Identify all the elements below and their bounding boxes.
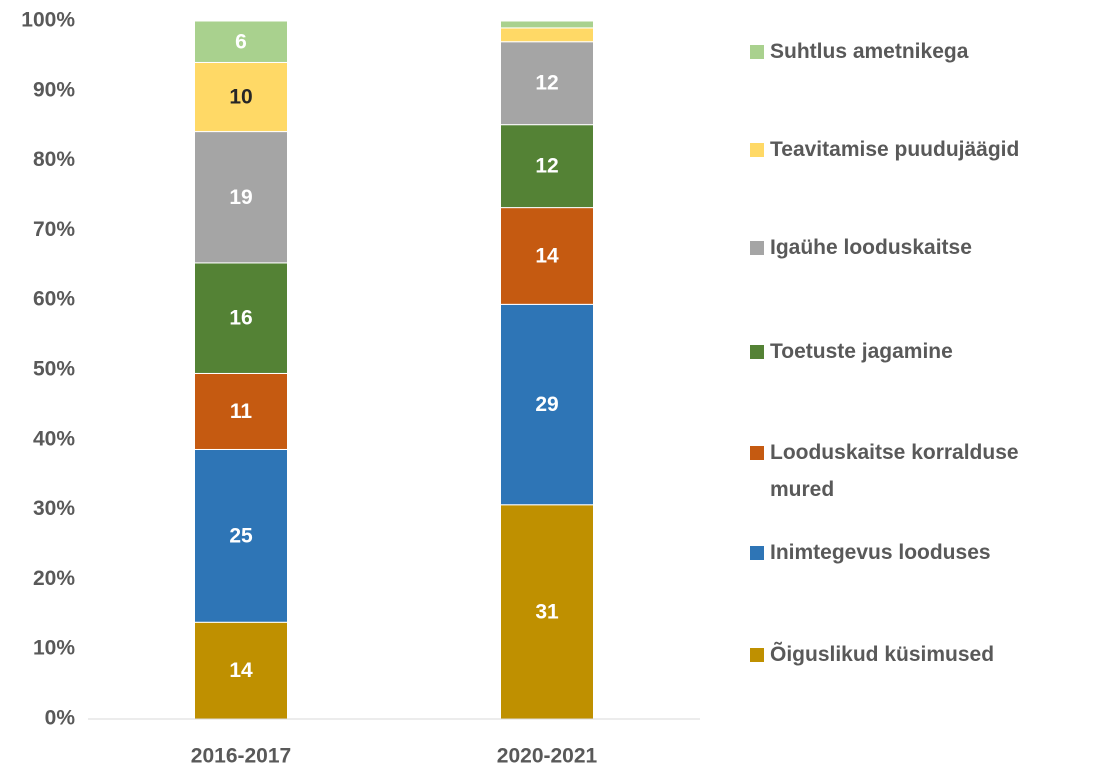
data-label: 14 <box>229 659 253 682</box>
y-tick-label: 20% <box>33 567 75 590</box>
bar-segment <box>194 61 288 133</box>
y-tick-label: 50% <box>33 358 75 381</box>
legend-swatch <box>750 446 764 460</box>
bar-segment <box>194 20 288 63</box>
legend-label: Teavitamise puudujäägid <box>770 138 1019 161</box>
bar-segment <box>500 124 594 209</box>
y-tick-label: 60% <box>33 288 75 311</box>
y-tick-label: 70% <box>33 218 75 241</box>
data-label: 12 <box>535 155 558 178</box>
legend-swatch <box>750 648 764 662</box>
legend-swatch <box>750 241 764 255</box>
data-label: 10 <box>229 86 252 109</box>
y-tick-label: 0% <box>45 707 76 730</box>
y-tick-label: 90% <box>33 78 75 101</box>
y-tick-label: 100% <box>21 9 75 32</box>
data-label: 6 <box>235 30 247 53</box>
bar-segment <box>194 262 288 374</box>
y-tick-label: 30% <box>33 497 75 520</box>
bar-segment <box>500 27 594 43</box>
legend-label: Suhtlus ametnikega <box>770 40 969 63</box>
legend-label: Toetuste jagamine <box>770 340 953 363</box>
bar-segment <box>194 448 288 623</box>
legend-swatch <box>750 143 764 157</box>
data-label: 19 <box>229 186 252 209</box>
data-label: 25 <box>229 524 253 547</box>
bar-segment <box>500 504 594 720</box>
legend-swatch <box>750 345 764 359</box>
y-tick-label: 40% <box>33 427 75 450</box>
bar-segment <box>194 131 288 264</box>
data-label: 16 <box>229 307 252 330</box>
legend-label: Inimtegevus looduses <box>770 541 991 564</box>
bar-segment <box>194 621 288 720</box>
legend-swatch <box>750 546 764 560</box>
data-label: 29 <box>535 393 558 416</box>
x-tick-label: 2016-2017 <box>191 745 291 768</box>
bar-segment <box>500 41 594 126</box>
y-tick-label: 10% <box>33 637 75 660</box>
data-label: 12 <box>535 72 558 95</box>
legend-label: Õiguslikud küsimused <box>770 642 994 666</box>
bar-segment <box>500 303 594 506</box>
legend-swatch <box>750 45 764 59</box>
y-tick-label: 80% <box>33 148 75 171</box>
legend-label: Igaühe looduskaitse <box>770 236 972 259</box>
data-label: 14 <box>535 245 559 268</box>
legend-label: Looduskaitse korralduse mured <box>770 441 1019 501</box>
x-tick-label: 2020-2021 <box>497 745 598 768</box>
data-label: 11 <box>230 400 253 423</box>
bar-segment <box>500 207 594 305</box>
bar-segment <box>500 20 594 29</box>
data-label: 31 <box>535 600 559 623</box>
